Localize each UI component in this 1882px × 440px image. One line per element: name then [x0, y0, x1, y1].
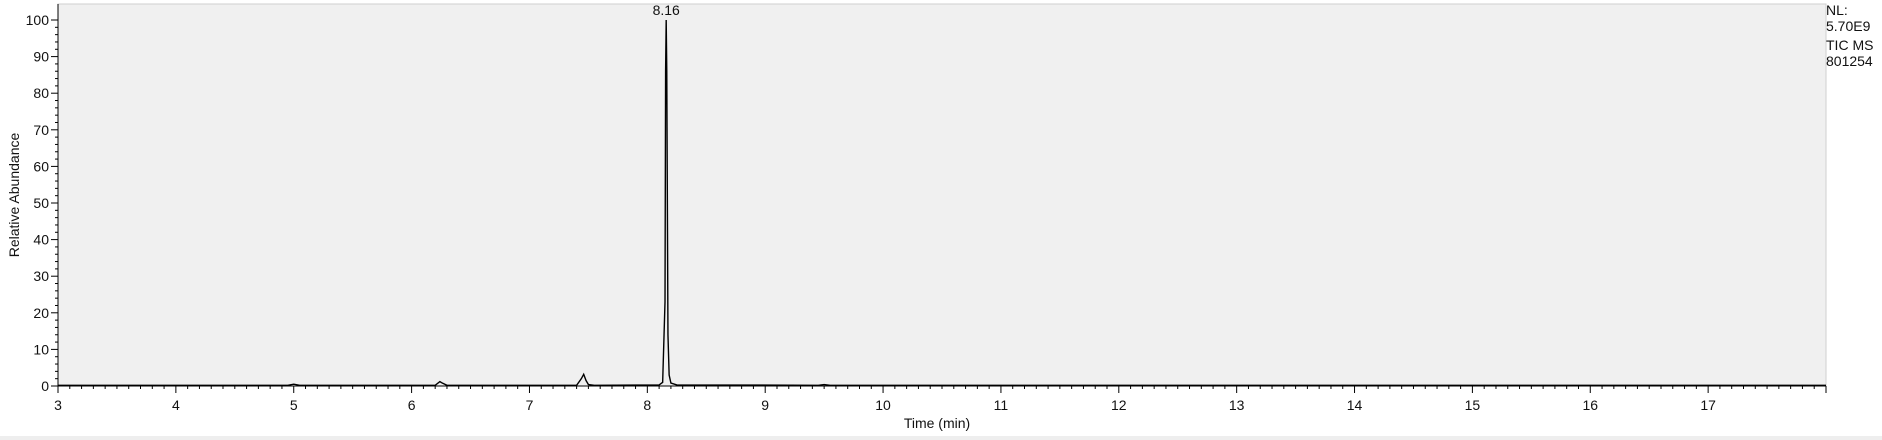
x-tick-label: 11 [994, 397, 1009, 413]
y-tick-label: 100 [26, 12, 50, 28]
y-tick-label: 60 [33, 158, 49, 174]
bottom-divider [0, 436, 1882, 440]
x-tick-label: 9 [761, 397, 769, 413]
x-tick-label: 7 [526, 397, 534, 413]
x-tick-label: 17 [1700, 397, 1716, 413]
y-tick-label: 10 [33, 341, 49, 357]
peak-label: 8.16 [653, 2, 680, 18]
y-tick-label: 70 [33, 122, 49, 138]
x-axis: 3 4 5 6 7 8 9 10 11 12 13 14 15 16 17 [54, 385, 1827, 413]
trace-label: TIC MS [1826, 37, 1874, 53]
plot-area [57, 3, 1827, 387]
x-tick-label: 6 [408, 397, 416, 413]
x-tick-label: 13 [1229, 397, 1245, 413]
y-tick-label: 40 [33, 232, 49, 248]
y-tick-label: 0 [41, 378, 49, 394]
y-axis-label: Relative Abundance [6, 133, 22, 258]
tic-trace [58, 19, 1826, 386]
x-tick-label: 5 [290, 397, 298, 413]
sample-id: 801254 [1826, 53, 1873, 69]
y-tick-label: 30 [33, 268, 49, 284]
x-tick-label: 16 [1582, 397, 1598, 413]
x-axis-label: Time (min) [904, 415, 970, 431]
y-tick-label: 90 [33, 49, 49, 65]
x-tick-label: 12 [1111, 397, 1127, 413]
y-tick-label: 20 [33, 305, 49, 321]
x-tick-label: 3 [54, 397, 62, 413]
x-tick-label: 10 [875, 397, 891, 413]
x-tick-label: 8 [643, 397, 651, 413]
x-tick-label: 15 [1465, 397, 1481, 413]
y-tick-label: 80 [33, 85, 49, 101]
x-tick-label: 4 [172, 397, 180, 413]
y-tick-label: 50 [33, 195, 49, 211]
peak-annotations: 8.16 [653, 2, 680, 18]
nl-value: 5.70E9 [1826, 18, 1871, 34]
y-axis: 0 10 20 30 40 50 60 70 80 90 100 [26, 4, 59, 394]
x-tick-label: 14 [1347, 397, 1363, 413]
nl-label: NL: [1826, 2, 1848, 18]
